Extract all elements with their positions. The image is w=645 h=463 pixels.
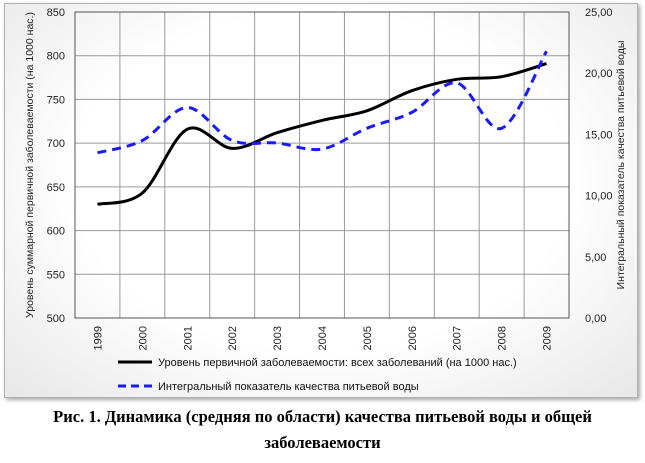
series-line-morbidity: [97, 62, 547, 206]
figure-caption: Рис. 1. Динамика (средняя по области) ка…: [0, 404, 645, 456]
right-tick-label: 5,00: [585, 252, 606, 264]
grid: [74, 11, 570, 319]
right-tick-label: 15,00: [585, 129, 613, 141]
right-tick-label: 0,00: [585, 313, 606, 325]
right-tick-label: 25,00: [585, 7, 613, 19]
x-axis-ticks: 1999 2000 2001 2002 2003 2004 2005 2006 2007 2008…: [92, 326, 553, 350]
x-tick-label: 2002: [227, 326, 239, 350]
caption-line-1: Рис. 1. Динамика (средняя по области) ка…: [53, 407, 592, 426]
legend-label-morbidity: Уровень первичной заболеваемости: всех з…: [158, 357, 517, 369]
x-tick-label: 2005: [362, 326, 374, 350]
right-axis-title: Интегральный показатель качества питьево…: [615, 41, 627, 290]
left-tick-label: 800: [47, 51, 65, 63]
x-tick-label: 2000: [137, 326, 149, 350]
plot-area-border: [74, 11, 570, 319]
left-tick-label: 500: [47, 313, 65, 325]
left-axis-title: Уровень суммарной первичной заболеваемос…: [24, 12, 36, 318]
x-tick-label: 2008: [497, 326, 509, 350]
x-tick-label: 1999: [92, 326, 104, 350]
left-tick-label: 550: [47, 269, 65, 281]
chart-svg: 500 550 600 650 700 750 800 850 0,00 5,00 10,00 15…: [24, 7, 627, 393]
left-tick-label: 650: [47, 182, 65, 194]
x-tick-label: 2009: [542, 326, 554, 350]
x-tick-label: 2003: [272, 326, 284, 350]
left-tick-label: 850: [47, 7, 65, 19]
right-tick-label: 10,00: [585, 191, 613, 203]
x-tick-label: 2006: [407, 326, 419, 350]
x-tick-label: 2004: [317, 326, 329, 350]
caption-line-2: заболеваемости: [264, 433, 381, 452]
x-tick-label: 2007: [452, 326, 464, 350]
right-tick-label: 20,00: [585, 68, 613, 80]
series: [97, 50, 548, 206]
left-tick-label: 750: [47, 94, 65, 106]
series-line-water-quality: [97, 50, 548, 155]
right-axis-ticks: 0,00 5,00 10,00 15,00 20,00 25,00: [585, 7, 613, 325]
legend-label-water-quality: Интегральный показатель качества питьево…: [158, 381, 419, 393]
left-tick-label: 700: [47, 138, 65, 150]
x-tick-label: 2001: [182, 326, 194, 350]
left-axis-ticks: 500 550 600 650 700 750 800 850: [47, 7, 65, 325]
left-tick-label: 600: [47, 226, 65, 238]
legend: Уровень первичной заболеваемости: всех з…: [118, 357, 517, 393]
